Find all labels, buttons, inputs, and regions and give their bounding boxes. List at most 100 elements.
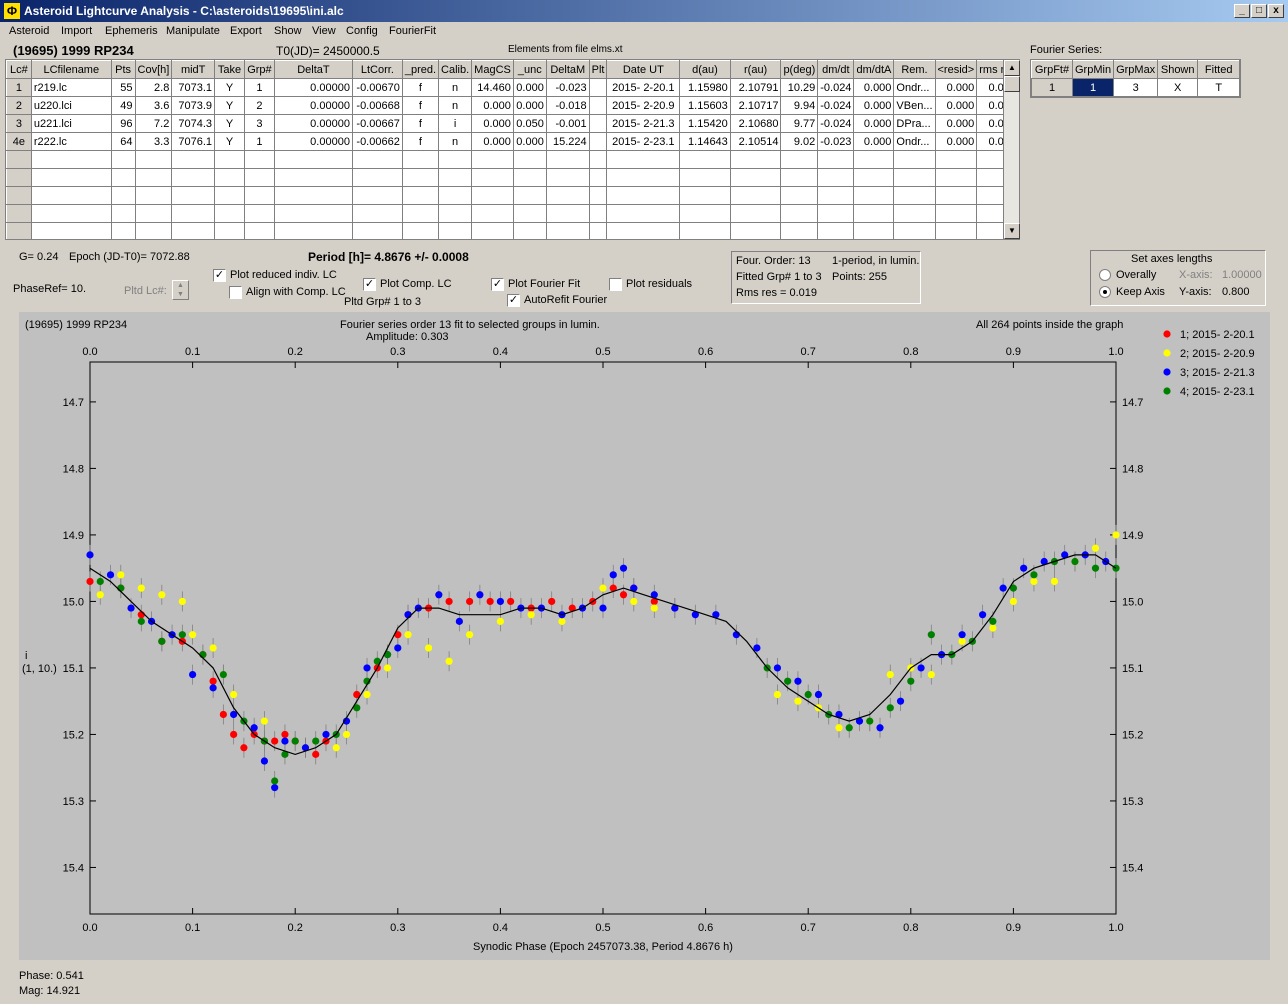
table-cell[interactable] (134, 204, 173, 223)
table-row[interactable] (6, 186, 1019, 205)
table-cell[interactable]: 2.10717 (729, 96, 782, 115)
table-cell[interactable]: 0.000 (934, 132, 978, 151)
table-cell[interactable] (30, 222, 112, 239)
table-cell[interactable]: 0.000 (512, 96, 547, 115)
plot-residuals-checkbox[interactable] (609, 278, 622, 291)
table-cell[interactable] (401, 222, 440, 239)
scroll-thumb[interactable] (1004, 76, 1020, 92)
table-cell[interactable] (351, 186, 403, 205)
table-cell[interactable] (679, 168, 731, 187)
table-cell[interactable] (588, 96, 608, 115)
table-row[interactable] (6, 150, 1019, 169)
table-cell[interactable]: 9.02 (780, 132, 819, 151)
plot-reduced-checkbox[interactable]: ✓ (213, 269, 226, 282)
table-row[interactable] (6, 204, 1019, 223)
table-cell[interactable] (512, 204, 547, 223)
table-cell[interactable] (471, 222, 514, 239)
fs-cell-grpft[interactable]: 1 (1031, 78, 1073, 97)
plot-comp-checkbox[interactable]: ✓ (363, 278, 376, 291)
fs-cell-fitted[interactable]: T (1197, 78, 1241, 97)
fs-cell-grpmax[interactable]: 3 (1113, 78, 1159, 97)
table-cell[interactable] (6, 204, 32, 223)
table-cell[interactable]: 4e (6, 132, 32, 151)
table-cell[interactable]: 10.29 (780, 78, 819, 97)
table-cell[interactable] (214, 186, 245, 205)
table-cell[interactable]: 2015- 2-21.3 (606, 114, 681, 133)
table-cell[interactable]: 2015- 2-23.1 (606, 132, 681, 151)
table-cell[interactable] (6, 222, 32, 239)
table-cell[interactable] (401, 150, 440, 169)
table-cell[interactable]: -0.00670 (351, 78, 403, 97)
table-cell[interactable]: 0.050 (512, 114, 547, 133)
table-cell[interactable]: Ondr... (893, 132, 936, 151)
table-cell[interactable]: 2 (6, 96, 32, 115)
table-cell[interactable]: 64 (110, 132, 136, 151)
table-cell[interactable] (214, 168, 245, 187)
table-cell[interactable] (817, 150, 855, 169)
menu-ephemeris[interactable]: Ephemeris (105, 25, 158, 37)
menu-asteroid[interactable]: Asteroid (9, 25, 50, 37)
table-cell[interactable] (171, 168, 216, 187)
autorefit-checkbox[interactable]: ✓ (507, 294, 520, 307)
table-cell[interactable]: -0.00667 (351, 114, 403, 133)
table-cell[interactable]: 1.15420 (679, 114, 731, 133)
table-cell[interactable] (134, 168, 173, 187)
table-cell[interactable]: u221.lci (30, 114, 112, 133)
menu-config[interactable]: Config (346, 25, 378, 37)
table-cell[interactable]: Y (214, 132, 245, 151)
table-cell[interactable] (6, 168, 32, 187)
table-cell[interactable]: 15.224 (545, 132, 590, 151)
yaxis-value[interactable]: 0.800 (1222, 286, 1250, 298)
table-cell[interactable]: f (401, 132, 440, 151)
table-cell[interactable] (545, 204, 590, 223)
table-cell[interactable]: 0.000 (471, 114, 514, 133)
table-row[interactable]: 3 u221.lci 96 7.2 7074.3 Y 3 0.00000 -0.00667 f i 0… (6, 114, 1019, 133)
table-cell[interactable]: 3 (6, 114, 32, 133)
table-cell[interactable] (243, 186, 275, 205)
table-cell[interactable]: r222.lc (30, 132, 112, 151)
table-cell[interactable]: 0.00000 (273, 96, 353, 115)
menu-manipulate[interactable]: Manipulate (166, 25, 220, 37)
table-cell[interactable] (110, 186, 136, 205)
fs-cell-grpmin[interactable]: 1 (1071, 78, 1115, 97)
table-cell[interactable]: 7.2 (134, 114, 173, 133)
table-cell[interactable] (401, 204, 440, 223)
table-cell[interactable] (545, 186, 590, 205)
xaxis-value[interactable]: 1.00000 (1222, 269, 1262, 281)
table-cell[interactable]: 2.8 (134, 78, 173, 97)
table-cell[interactable]: 7076.1 (171, 132, 216, 151)
table-cell[interactable]: 2.10791 (729, 78, 782, 97)
table-cell[interactable]: 2.10680 (729, 114, 782, 133)
table-cell[interactable]: 96 (110, 114, 136, 133)
table-cell[interactable]: 1.14643 (679, 132, 731, 151)
table-cell[interactable] (438, 222, 473, 239)
scroll-down-icon[interactable]: ▼ (1004, 223, 1020, 239)
table-cell[interactable] (588, 114, 608, 133)
table-cell[interactable] (780, 222, 819, 239)
table-cell[interactable] (273, 222, 353, 239)
table-cell[interactable]: n (438, 78, 473, 97)
table-cell[interactable]: 0.000 (853, 114, 895, 133)
table-cell[interactable] (471, 186, 514, 205)
table-cell[interactable] (438, 186, 473, 205)
lightcurve-table[interactable]: Lc# LCfilename Pts Cov[h] midT Take Grp# DeltaT… (6, 60, 1019, 239)
table-cell[interactable] (853, 168, 895, 187)
plot-fourier-checkbox[interactable]: ✓ (491, 278, 504, 291)
table-cell[interactable]: 0.000 (934, 114, 978, 133)
table-cell[interactable]: 9.94 (780, 96, 819, 115)
table-cell[interactable] (134, 222, 173, 239)
align-comp-checkbox[interactable] (229, 286, 242, 299)
menu-fourierfit[interactable]: FourierFit (389, 25, 437, 37)
table-cell[interactable] (438, 150, 473, 169)
menu-export[interactable]: Export (230, 25, 262, 37)
table-cell[interactable]: u220.lci (30, 96, 112, 115)
table-cell[interactable] (401, 186, 440, 205)
table-cell[interactable] (273, 168, 353, 187)
close-button[interactable]: x (1268, 4, 1284, 18)
table-cell[interactable]: 49 (110, 96, 136, 115)
table-cell[interactable]: 7073.9 (171, 96, 216, 115)
table-cell[interactable] (729, 150, 782, 169)
table-cell[interactable]: 0.000 (512, 78, 547, 97)
table-cell[interactable]: 0.000 (853, 96, 895, 115)
